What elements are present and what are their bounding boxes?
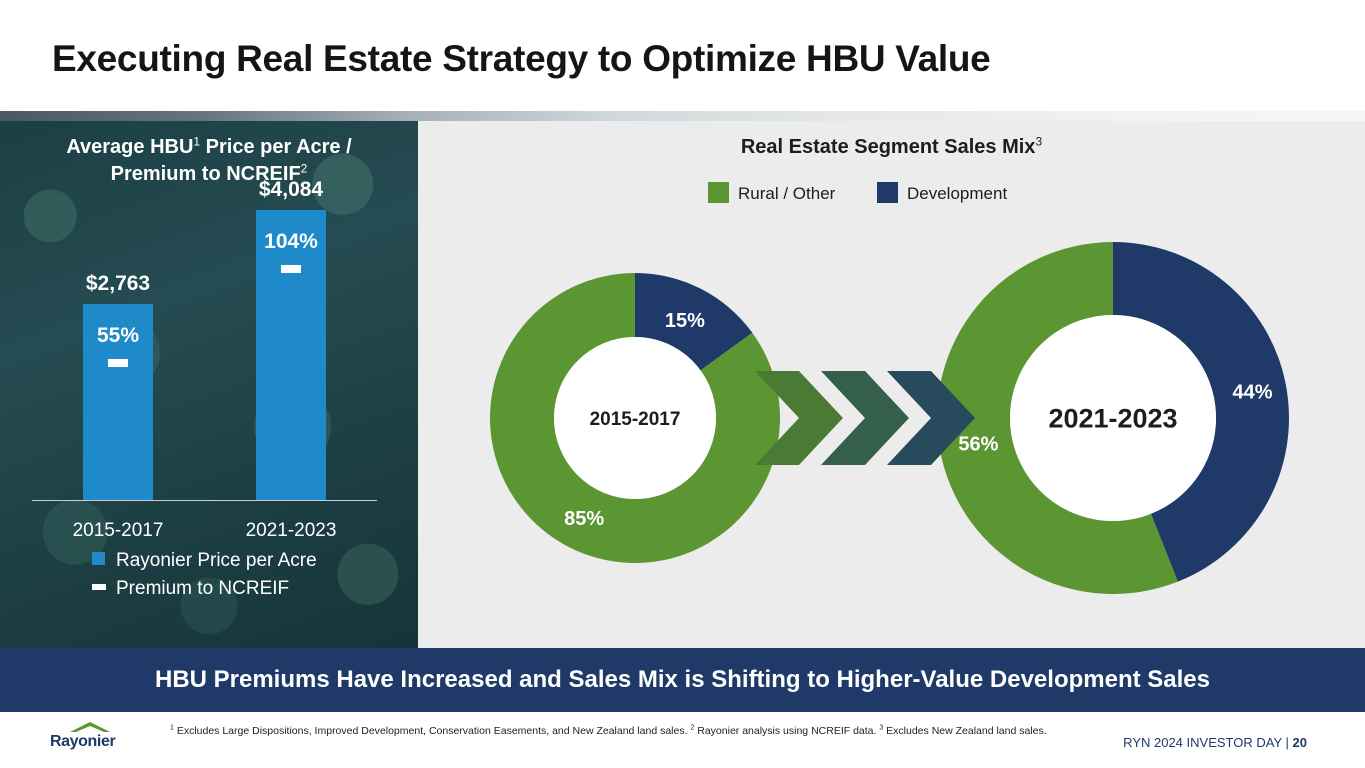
donut-slice-label: 44% <box>1232 381 1272 403</box>
chevron-right-icon <box>755 371 843 465</box>
footnote-2-marker: 2 <box>690 724 695 732</box>
legend-development-swatch <box>877 182 898 203</box>
donut-title-text: Real Estate Segment Sales Mix <box>740 136 1036 158</box>
legend-development-label: Development <box>907 184 1008 203</box>
bar-value-label: $4,084 <box>258 177 324 201</box>
premium-marker <box>281 264 301 273</box>
legend-price-label: Rayonier Price per Acre <box>116 550 317 571</box>
bar-title-footnote-1: 1 <box>193 134 201 149</box>
footnote-2-text: Rayonier analysis using NCREIF data. <box>694 725 880 737</box>
page-number: 20 <box>1292 735 1307 750</box>
bar-chart-baseline <box>32 500 377 501</box>
slide-title: Executing Real Estate Strategy to Optimi… <box>52 38 991 79</box>
legend-development: Development <box>877 182 1007 204</box>
premium-label: 104% <box>264 229 318 253</box>
arrow-chevrons <box>755 371 975 465</box>
footnote-1-marker: 1 <box>170 724 174 732</box>
category-label: 2021-2023 <box>245 520 337 541</box>
legend-rural-swatch <box>708 182 729 203</box>
brush-divider <box>0 111 1365 123</box>
footnote-3-marker: 3 <box>879 724 884 732</box>
legend-premium-label: Premium to NCREIF <box>116 578 290 599</box>
donut-center-label: 2015-2017 <box>590 409 681 430</box>
premium-label: 55% <box>96 323 140 347</box>
bar-title-footnote-2: 2 <box>300 161 308 176</box>
legend-rural-label: Rural / Other <box>738 184 836 203</box>
rayonier-logo: Rayonier <box>50 722 130 752</box>
conclusion-banner: HBU Premiums Have Increased and Sales Mi… <box>0 648 1365 712</box>
bar-title-part2: Price per Acre / <box>200 136 352 158</box>
footnotes: 1 Excludes Large Dispositions, Improved … <box>170 724 1050 738</box>
donut-hole <box>554 337 716 499</box>
chevron-right-icon <box>821 371 909 465</box>
page-footer: RYN 2024 INVESTOR DAY | 20 <box>1123 735 1307 750</box>
donut-slice-label: 15% <box>665 310 705 332</box>
donut-slice-label: 56% <box>958 434 998 456</box>
legend-rural: Rural / Other <box>708 182 835 204</box>
donut-charts: 15% 85% 2015-2017 44% 56% 2021-2023 <box>490 242 1289 594</box>
footer-label: RYN 2024 INVESTOR DAY <box>1123 735 1282 750</box>
donut-slice-rural-other <box>490 273 780 563</box>
donut-chart-title: Real Estate Segment Sales Mix3 <box>418 134 1365 159</box>
logo-mark-icon <box>70 722 110 732</box>
premium-marker <box>108 358 128 367</box>
donut-hole <box>1010 315 1216 521</box>
bar-title-part1: Average HBU <box>66 136 194 158</box>
chevron-right-icon <box>887 371 975 465</box>
donut-slice-development <box>635 273 753 371</box>
donut-slice-rural-other <box>937 242 1178 594</box>
footer-separator: | <box>1285 735 1289 750</box>
donut-center-label: 2021-2023 <box>1048 404 1177 434</box>
bar-title-part3: Premium to NCREIF <box>110 163 301 185</box>
bar-value-label: $2,763 <box>85 271 151 295</box>
legend-price-swatch <box>92 552 105 565</box>
legend-premium: Premium to NCREIF <box>92 578 289 600</box>
footnote-1-text: Excludes Large Dispositions, Improved De… <box>173 725 691 737</box>
footnote-3-text: Excludes New Zealand land sales. <box>883 725 1047 737</box>
left-panel-forest-background <box>0 121 418 648</box>
bar-2015-2017 <box>83 303 153 500</box>
legend-premium-swatch <box>92 584 106 590</box>
logo-wordmark: Rayonier <box>50 733 116 750</box>
bar-chart-title: Average HBU1 Price per Acre / Premium to… <box>0 134 418 188</box>
donut-slice-development <box>1113 242 1289 582</box>
category-label: 2015-2017 <box>72 520 164 541</box>
legend-price: Rayonier Price per Acre <box>92 550 317 572</box>
donut-title-footnote: 3 <box>1035 134 1043 149</box>
donut-slice-label: 85% <box>564 508 604 530</box>
bar-2021-2023 <box>256 209 326 500</box>
